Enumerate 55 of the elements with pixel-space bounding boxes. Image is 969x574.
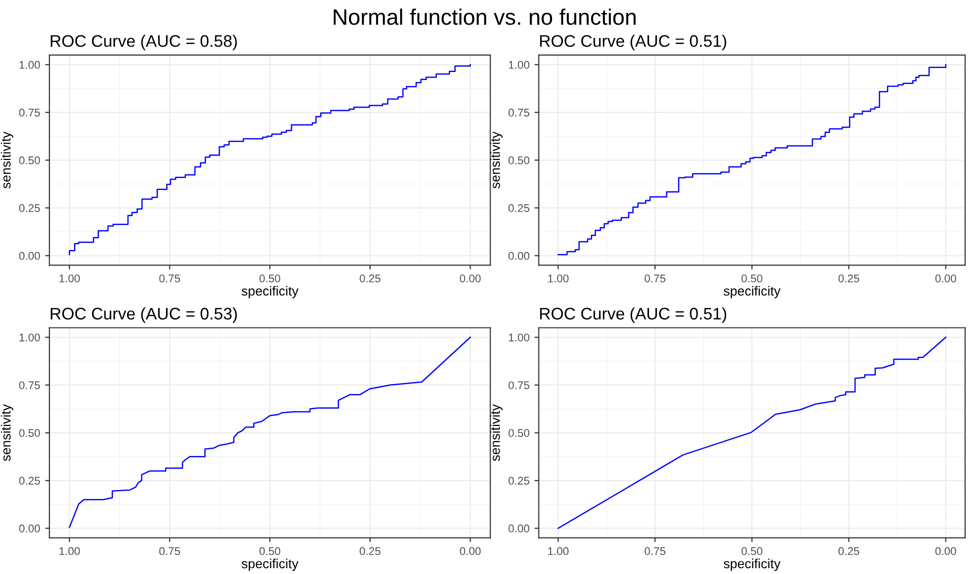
y-tick-label: 0.00 — [19, 524, 40, 532]
x-tick-label: 0.25 — [838, 547, 860, 556]
y-axis-title: sensitivity — [0, 404, 14, 462]
x-tick-label: 1.00 — [548, 274, 569, 282]
y-axis-title: sensitivity — [490, 132, 503, 188]
y-tick-label: 0.50 — [19, 429, 40, 437]
x-axis-title: specificity — [242, 286, 298, 298]
text: Normal function vs. no function — [334, 8, 636, 25]
x-axis-title: specificity — [242, 558, 298, 571]
x-tick-label: 0.25 — [360, 274, 380, 282]
y-tick-label: 1.00 — [508, 334, 530, 342]
x-tick-label: 0.75 — [644, 274, 666, 282]
x-tick-label: 1.00 — [59, 274, 80, 282]
x-tick-label: 0.50 — [742, 547, 762, 556]
y-axis-title: sensitivity — [0, 132, 14, 188]
x-tick-label: 0.25 — [838, 274, 860, 282]
y-tick-label: 1.00 — [20, 60, 40, 69]
y-tick-label: 1.00 — [508, 60, 530, 69]
chart-title: ROC Curve (AUC = 0.58) — [50, 34, 237, 50]
y-tick-label: 0.25 — [508, 204, 530, 212]
y-tick-label: 0.75 — [508, 381, 530, 390]
line-series — [68, 336, 471, 528]
x-tick-label: 0.75 — [159, 547, 180, 556]
y-tick-label: 1.00 — [20, 334, 40, 342]
y-tick-label: 0.75 — [19, 108, 40, 117]
x-tick-label: 0.25 — [360, 547, 380, 556]
y-tick-label: 0.25 — [19, 476, 40, 485]
y-tick-label: 0.50 — [508, 156, 530, 164]
x-tick-label: 0.50 — [259, 274, 280, 282]
x-tick-label: 1.00 — [59, 547, 80, 556]
chart-title: ROC Curve (AUC = 0.51) — [540, 307, 726, 323]
y-tick-label: 0.00 — [19, 252, 40, 260]
y-tick-label: 0.75 — [508, 108, 530, 117]
x-tick-label: 0.00 — [460, 274, 481, 282]
y-tick-label: 0.50 — [508, 429, 530, 437]
y-tick-label: 0.00 — [508, 252, 530, 260]
x-tick-label: 0.50 — [742, 274, 762, 282]
x-axis-title: specificity — [724, 558, 781, 571]
y-tick-label: 0.00 — [508, 524, 530, 532]
x-tick-label: 0.50 — [259, 547, 280, 556]
y-tick-label: 0.25 — [19, 204, 40, 212]
x-tick-label: 1.00 — [548, 547, 569, 556]
x-axis-title: specificity — [724, 286, 781, 298]
y-tick-label: 0.25 — [508, 476, 530, 485]
y-axis-title: sensitivity — [490, 404, 503, 462]
chart-title: ROC Curve (AUC = 0.51) — [540, 34, 726, 50]
x-tick-label: 0.00 — [935, 274, 956, 282]
line-series — [558, 336, 946, 529]
x-tick-label: 0.00 — [460, 547, 481, 556]
chart-title: ROC Curve (AUC = 0.53) — [50, 307, 237, 323]
y-tick-label: 0.50 — [19, 156, 40, 164]
x-tick-label: 0.75 — [159, 274, 180, 282]
x-tick-label: 0.00 — [935, 547, 956, 556]
y-tick-label: 0.75 — [19, 381, 40, 390]
x-tick-label: 0.75 — [644, 547, 666, 556]
